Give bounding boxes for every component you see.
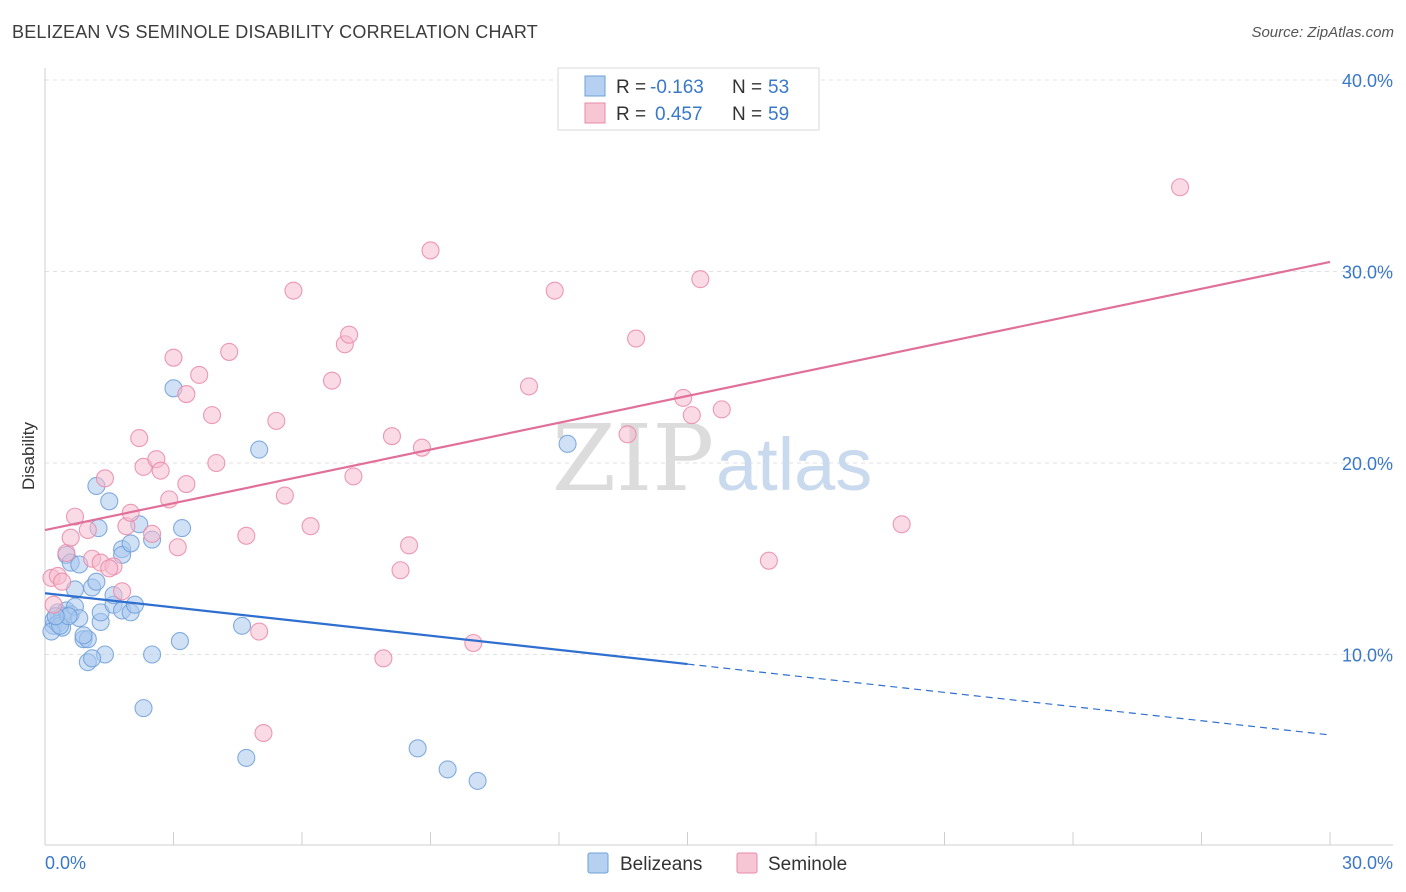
y-tick-label: 30.0% xyxy=(1342,263,1393,283)
belizeans-point xyxy=(232,616,252,635)
belizeans-trend-line xyxy=(44,592,688,666)
x-tick-labels: 0.0% 30.0% xyxy=(45,853,1393,873)
seminole-point xyxy=(374,649,393,668)
seminole-point xyxy=(519,377,539,396)
belizeans-point xyxy=(173,519,192,538)
legend-belizeans-label: Belizeans xyxy=(620,854,702,875)
belizeans-point xyxy=(87,572,106,591)
seminole-point xyxy=(95,469,115,488)
seminole-point xyxy=(400,536,419,555)
seminole-swatch xyxy=(584,102,606,124)
axes xyxy=(44,68,1393,846)
watermark: ZIP atlas xyxy=(552,405,872,512)
belizeans-point xyxy=(558,434,577,453)
belizeans-swatch xyxy=(584,75,606,97)
seminole-point xyxy=(61,528,80,547)
series-legend: Belizeans Seminole xyxy=(587,852,847,875)
seminole-point xyxy=(275,486,294,505)
chart-title: BELIZEAN VS SEMINOLE DISABILITY CORRELAT… xyxy=(12,22,538,42)
belizeans-point xyxy=(83,649,102,668)
seminole-point xyxy=(220,342,239,361)
seminole-n-label: N = xyxy=(732,104,762,125)
belizeans-point xyxy=(121,534,140,553)
belizeans-r-label: R = xyxy=(616,77,646,98)
belizeans-n-value: 53 xyxy=(768,77,789,98)
belizeans-point xyxy=(143,645,162,664)
seminole-point xyxy=(391,561,410,580)
source-label: Source: ZipAtlas.com xyxy=(1251,24,1394,41)
seminole-point xyxy=(340,325,359,344)
seminole-point xyxy=(464,633,483,653)
belizeans-n-label: N = xyxy=(732,77,762,98)
belizeans-point xyxy=(438,760,457,779)
seminole-point xyxy=(691,270,710,289)
seminole-point xyxy=(237,526,256,545)
y-axis-title: Disability xyxy=(19,421,38,490)
seminole-point xyxy=(65,507,85,526)
seminole-point xyxy=(113,582,132,601)
y-tick-label: 10.0% xyxy=(1342,646,1393,666)
trend-lines xyxy=(44,260,1331,736)
seminole-point xyxy=(545,281,564,300)
y-tick-labels: 10.0% 20.0% 30.0% 40.0% xyxy=(1342,71,1393,666)
seminole-point xyxy=(143,524,162,543)
seminole-point xyxy=(284,281,303,300)
seminole-point xyxy=(164,348,183,367)
belizeans-point xyxy=(237,748,256,767)
belizeans-point xyxy=(134,699,153,718)
seminole-point xyxy=(130,429,149,448)
seminole-point xyxy=(203,406,222,425)
seminole-point xyxy=(151,461,170,480)
seminole-point xyxy=(421,241,440,260)
seminole-point xyxy=(190,365,209,384)
seminole-point xyxy=(627,329,646,348)
seminole-point xyxy=(759,551,778,570)
legend-seminole-label: Seminole xyxy=(768,854,847,875)
belizeans-trend-extension xyxy=(687,663,1331,736)
belizeans-point xyxy=(250,440,269,459)
x-tick-label: 30.0% xyxy=(1342,853,1393,873)
seminole-point xyxy=(177,385,196,404)
seminole-point xyxy=(250,622,269,641)
seminole-point xyxy=(168,538,187,557)
seminole-point xyxy=(1171,178,1190,197)
seminole-point xyxy=(254,723,273,743)
legend-belizeans-swatch xyxy=(587,852,609,874)
seminole-point xyxy=(301,517,320,536)
belizeans-point xyxy=(468,771,487,790)
seminole-point xyxy=(682,406,701,425)
x-tick-label: 0.0% xyxy=(45,853,86,873)
seminole-point xyxy=(267,411,286,430)
seminole-point xyxy=(78,520,97,540)
seminole-point xyxy=(322,371,342,390)
grid-lines xyxy=(45,79,1393,655)
seminole-point xyxy=(44,595,63,614)
seminole-point xyxy=(618,425,637,444)
seminole-point xyxy=(53,572,72,591)
y-tick-label: 20.0% xyxy=(1342,454,1393,474)
seminole-point xyxy=(177,475,196,494)
legend-seminole-swatch xyxy=(736,852,758,874)
seminole-point xyxy=(712,400,731,419)
watermark-atlas: atlas xyxy=(716,423,872,506)
data-points xyxy=(42,178,1190,790)
seminole-r-value: 0.457 xyxy=(655,104,703,125)
belizeans-point xyxy=(100,492,119,511)
stats-legend: R = -0.163 N = 53 R = 0.457 N = 59 xyxy=(557,67,820,131)
belizeans-r-value: -0.163 xyxy=(650,77,704,98)
seminole-point xyxy=(207,453,226,473)
seminole-trend-line xyxy=(44,260,1331,532)
seminole-r-label: R = xyxy=(616,104,646,125)
seminole-n-value: 59 xyxy=(768,104,789,125)
seminole-point xyxy=(344,467,363,486)
seminole-point xyxy=(100,559,119,578)
belizeans-point xyxy=(74,626,93,645)
seminole-point xyxy=(57,543,76,563)
y-tick-label: 40.0% xyxy=(1342,71,1393,91)
seminole-point xyxy=(892,515,911,534)
belizeans-point xyxy=(170,632,189,651)
seminole-point xyxy=(382,427,402,446)
belizeans-point xyxy=(408,739,427,758)
